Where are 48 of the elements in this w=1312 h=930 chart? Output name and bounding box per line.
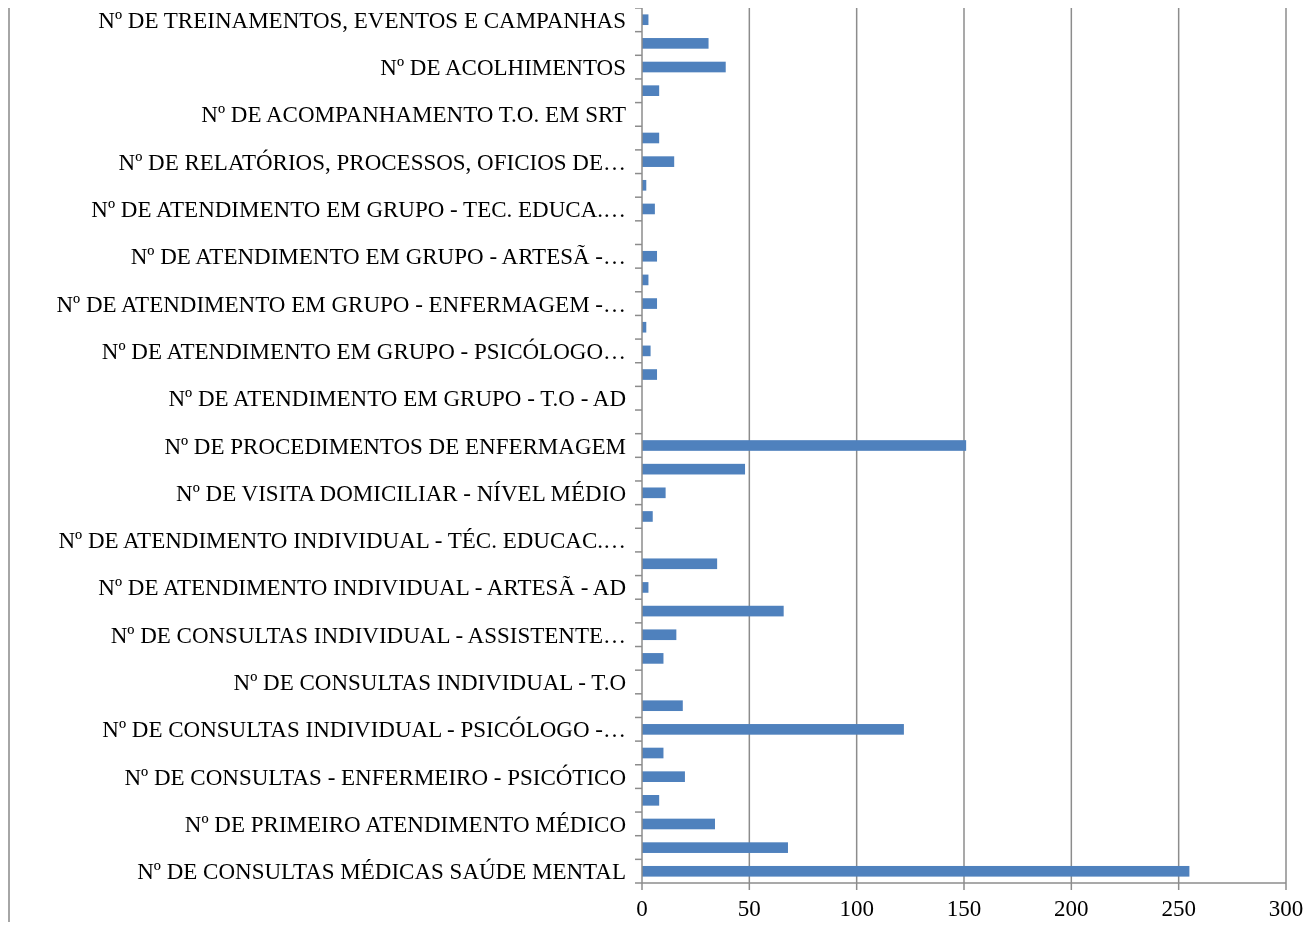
bar [642,61,726,73]
bar [642,511,653,522]
bar [642,605,784,617]
bar [642,440,967,451]
x-tick-label: 100 [839,896,874,921]
x-tick-label: 0 [636,896,648,921]
y-tick-label: Nº DE ATENDIMENTO EM GRUPO - TEC. EDUCA.… [91,197,626,222]
y-tick-label: Nº DE ATENDIMENTO EM GRUPO - ENFERMAGEM -… [56,291,626,317]
bar [642,842,788,853]
y-tick-label: Nº DE PROCEDIMENTOS DE ENFERMAGEM [164,433,626,459]
bar [642,795,660,806]
x-tick-label: 250 [1161,896,1196,921]
y-tick-label: Nº DE RELATÓRIOS, PROCESSOS, OFICIOS DE… [118,148,626,175]
bar [642,865,1190,877]
y-tick-label: Nº DE CONSULTAS INDIVIDUAL - PSICÓLOGO -… [102,716,626,743]
bar [642,369,658,380]
bar [642,298,658,309]
y-tick-label: Nº DE ATENDIMENTO INDIVIDUAL - ARTESÃ - AD [98,575,626,601]
bar [642,487,666,499]
bar [642,771,685,782]
bar [642,700,683,712]
x-tick-label: 300 [1268,896,1304,921]
bar [642,156,675,167]
y-tick-label: Nº DE ATENDIMENTO INDIVIDUAL - TÉC. EDUCAC.… [58,528,626,554]
bar [642,724,904,735]
x-tick-label: 50 [737,896,761,921]
y-tick-label: Nº DE PRIMEIRO ATENDIMENTO MÉDICO [184,812,626,838]
bar [642,653,664,664]
y-tick-label: Nº DE CONSULTAS INDIVIDUAL - ASSISTENTE… [110,622,626,648]
y-tick-label: Nº DE CONSULTAS - ENFERMEIRO - PSICÓTICO [124,763,626,790]
y-tick-label: Nº DE ATENDIMENTO EM GRUPO - ARTESÃ -… [130,244,626,270]
bar [642,85,660,96]
y-tick-label: Nº DE CONSULTAS MÉDICAS SAÚDE MENTAL [137,858,626,885]
bar [642,463,746,475]
y-tick-label: Nº DE VISITA DOMICILIAR - NÍVEL MÉDIO [176,480,626,506]
y-tick-label: Nº DE ACOLHIMENTOS [380,55,626,81]
bar [642,250,658,262]
y-tick-label: Nº DE CONSULTAS INDIVIDUAL - T.O [233,670,626,696]
y-tick-label: Nº DE ATENDIMENTO EM GRUPO - T.O - AD [168,386,626,412]
bar [642,558,718,570]
bar [642,629,677,641]
x-tick-label: 150 [946,896,982,921]
x-tick-label: 200 [1054,896,1089,921]
bar [642,38,709,49]
y-tick-label: Nº DE ACOMPANHAMENTO T.O. EM SRT [201,102,626,128]
bar [642,818,715,830]
y-tick-label: Nº DE TREINAMENTOS, EVENTOS E CAMPANHAS [98,7,626,33]
y-tick-label: Nº DE ATENDIMENTO EM GRUPO - PSICÓLOGO… [101,337,626,364]
